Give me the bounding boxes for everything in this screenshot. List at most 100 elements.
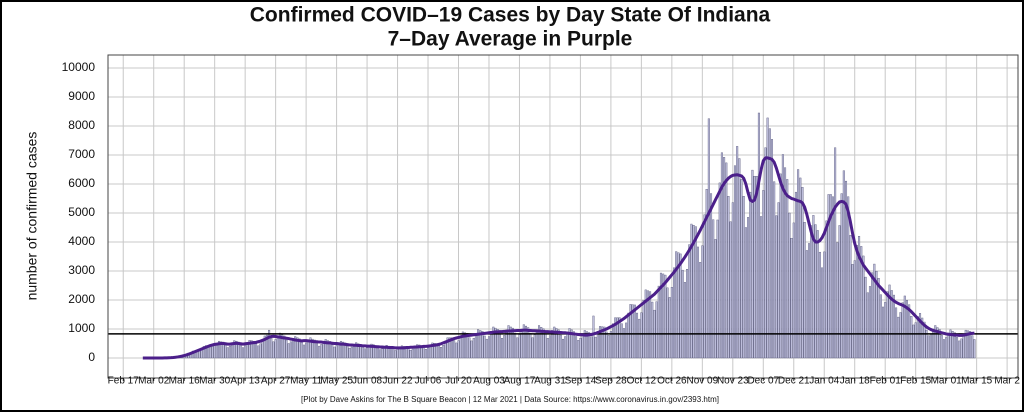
x-tick-label: Apr 13 — [230, 376, 260, 387]
bar — [686, 269, 689, 359]
bar — [422, 347, 425, 359]
bar — [882, 306, 885, 359]
bar — [805, 250, 808, 359]
bar — [263, 335, 266, 359]
bar — [797, 169, 800, 359]
bar — [437, 345, 440, 359]
bar — [664, 274, 667, 359]
bar — [379, 349, 382, 359]
bar — [666, 287, 669, 359]
bar — [592, 315, 595, 359]
bar — [215, 343, 218, 359]
bar — [810, 225, 813, 359]
bar — [838, 225, 841, 359]
y-tick-label: 2000 — [68, 292, 95, 306]
bar — [468, 337, 471, 359]
bar — [278, 332, 282, 359]
bar — [568, 328, 571, 359]
bar — [842, 170, 845, 359]
bar — [472, 338, 475, 359]
bar — [381, 348, 384, 359]
bar — [335, 345, 338, 359]
bar — [461, 331, 464, 359]
bar — [511, 327, 514, 359]
bar — [636, 312, 639, 359]
bar — [890, 290, 893, 359]
bar — [239, 345, 242, 359]
bar — [777, 202, 780, 359]
bar — [296, 337, 299, 359]
bar — [546, 338, 549, 359]
bar — [766, 117, 769, 359]
bar — [729, 221, 732, 359]
bar — [757, 112, 760, 359]
bar — [300, 342, 303, 359]
bar — [481, 331, 484, 359]
bar — [609, 331, 612, 359]
bar — [440, 347, 443, 359]
bar — [235, 340, 238, 359]
bar — [464, 332, 467, 359]
bar — [533, 334, 536, 359]
bar — [744, 227, 747, 359]
x-tick-label: Jun 08 — [352, 376, 382, 387]
bar — [888, 284, 891, 359]
bar — [840, 193, 843, 359]
x-tick-label: Jan 04 — [809, 376, 839, 387]
bar — [572, 331, 575, 359]
bar — [912, 324, 915, 359]
bar — [581, 333, 584, 359]
y-tick-label: 4000 — [68, 234, 95, 248]
bar — [598, 326, 602, 359]
bar — [914, 322, 917, 359]
bar — [566, 331, 569, 359]
bar — [923, 321, 926, 359]
x-tick-label: Apr 27 — [261, 376, 291, 387]
bar — [916, 316, 919, 359]
x-tick-label: Nov 23 — [717, 376, 749, 387]
bar — [270, 338, 273, 359]
bar — [740, 179, 743, 359]
bar — [855, 245, 858, 359]
x-tick-label: May 11 — [290, 376, 322, 387]
bar — [579, 338, 582, 359]
bar — [910, 316, 913, 359]
bar — [753, 175, 756, 359]
bar — [677, 252, 680, 359]
bar — [522, 324, 525, 359]
bar — [601, 326, 604, 359]
bar — [570, 329, 573, 359]
bar — [355, 342, 358, 359]
bar — [544, 334, 547, 359]
bar — [498, 334, 501, 359]
bar — [794, 191, 797, 359]
bar — [884, 302, 887, 359]
bar — [971, 335, 974, 359]
bar — [823, 251, 826, 359]
bar — [897, 316, 900, 359]
bar — [871, 272, 874, 359]
y-tick-label: 7000 — [68, 147, 95, 161]
bar — [694, 226, 697, 359]
bar — [651, 301, 654, 359]
bar — [688, 244, 691, 359]
bar — [964, 329, 967, 359]
bar — [318, 345, 321, 359]
bar — [298, 338, 301, 359]
bar — [853, 260, 856, 359]
x-tick-label: Mar 2 — [994, 376, 1020, 387]
bar — [259, 343, 262, 359]
bar — [202, 346, 205, 359]
bar — [733, 165, 737, 359]
bar — [233, 340, 236, 359]
bar — [333, 346, 336, 359]
bar — [255, 343, 258, 359]
bar — [773, 181, 776, 359]
bar — [315, 343, 319, 359]
bar — [477, 329, 480, 359]
bar — [858, 236, 861, 359]
bar — [305, 342, 308, 359]
bar — [431, 342, 434, 359]
bar — [703, 214, 706, 359]
bar — [339, 340, 342, 359]
